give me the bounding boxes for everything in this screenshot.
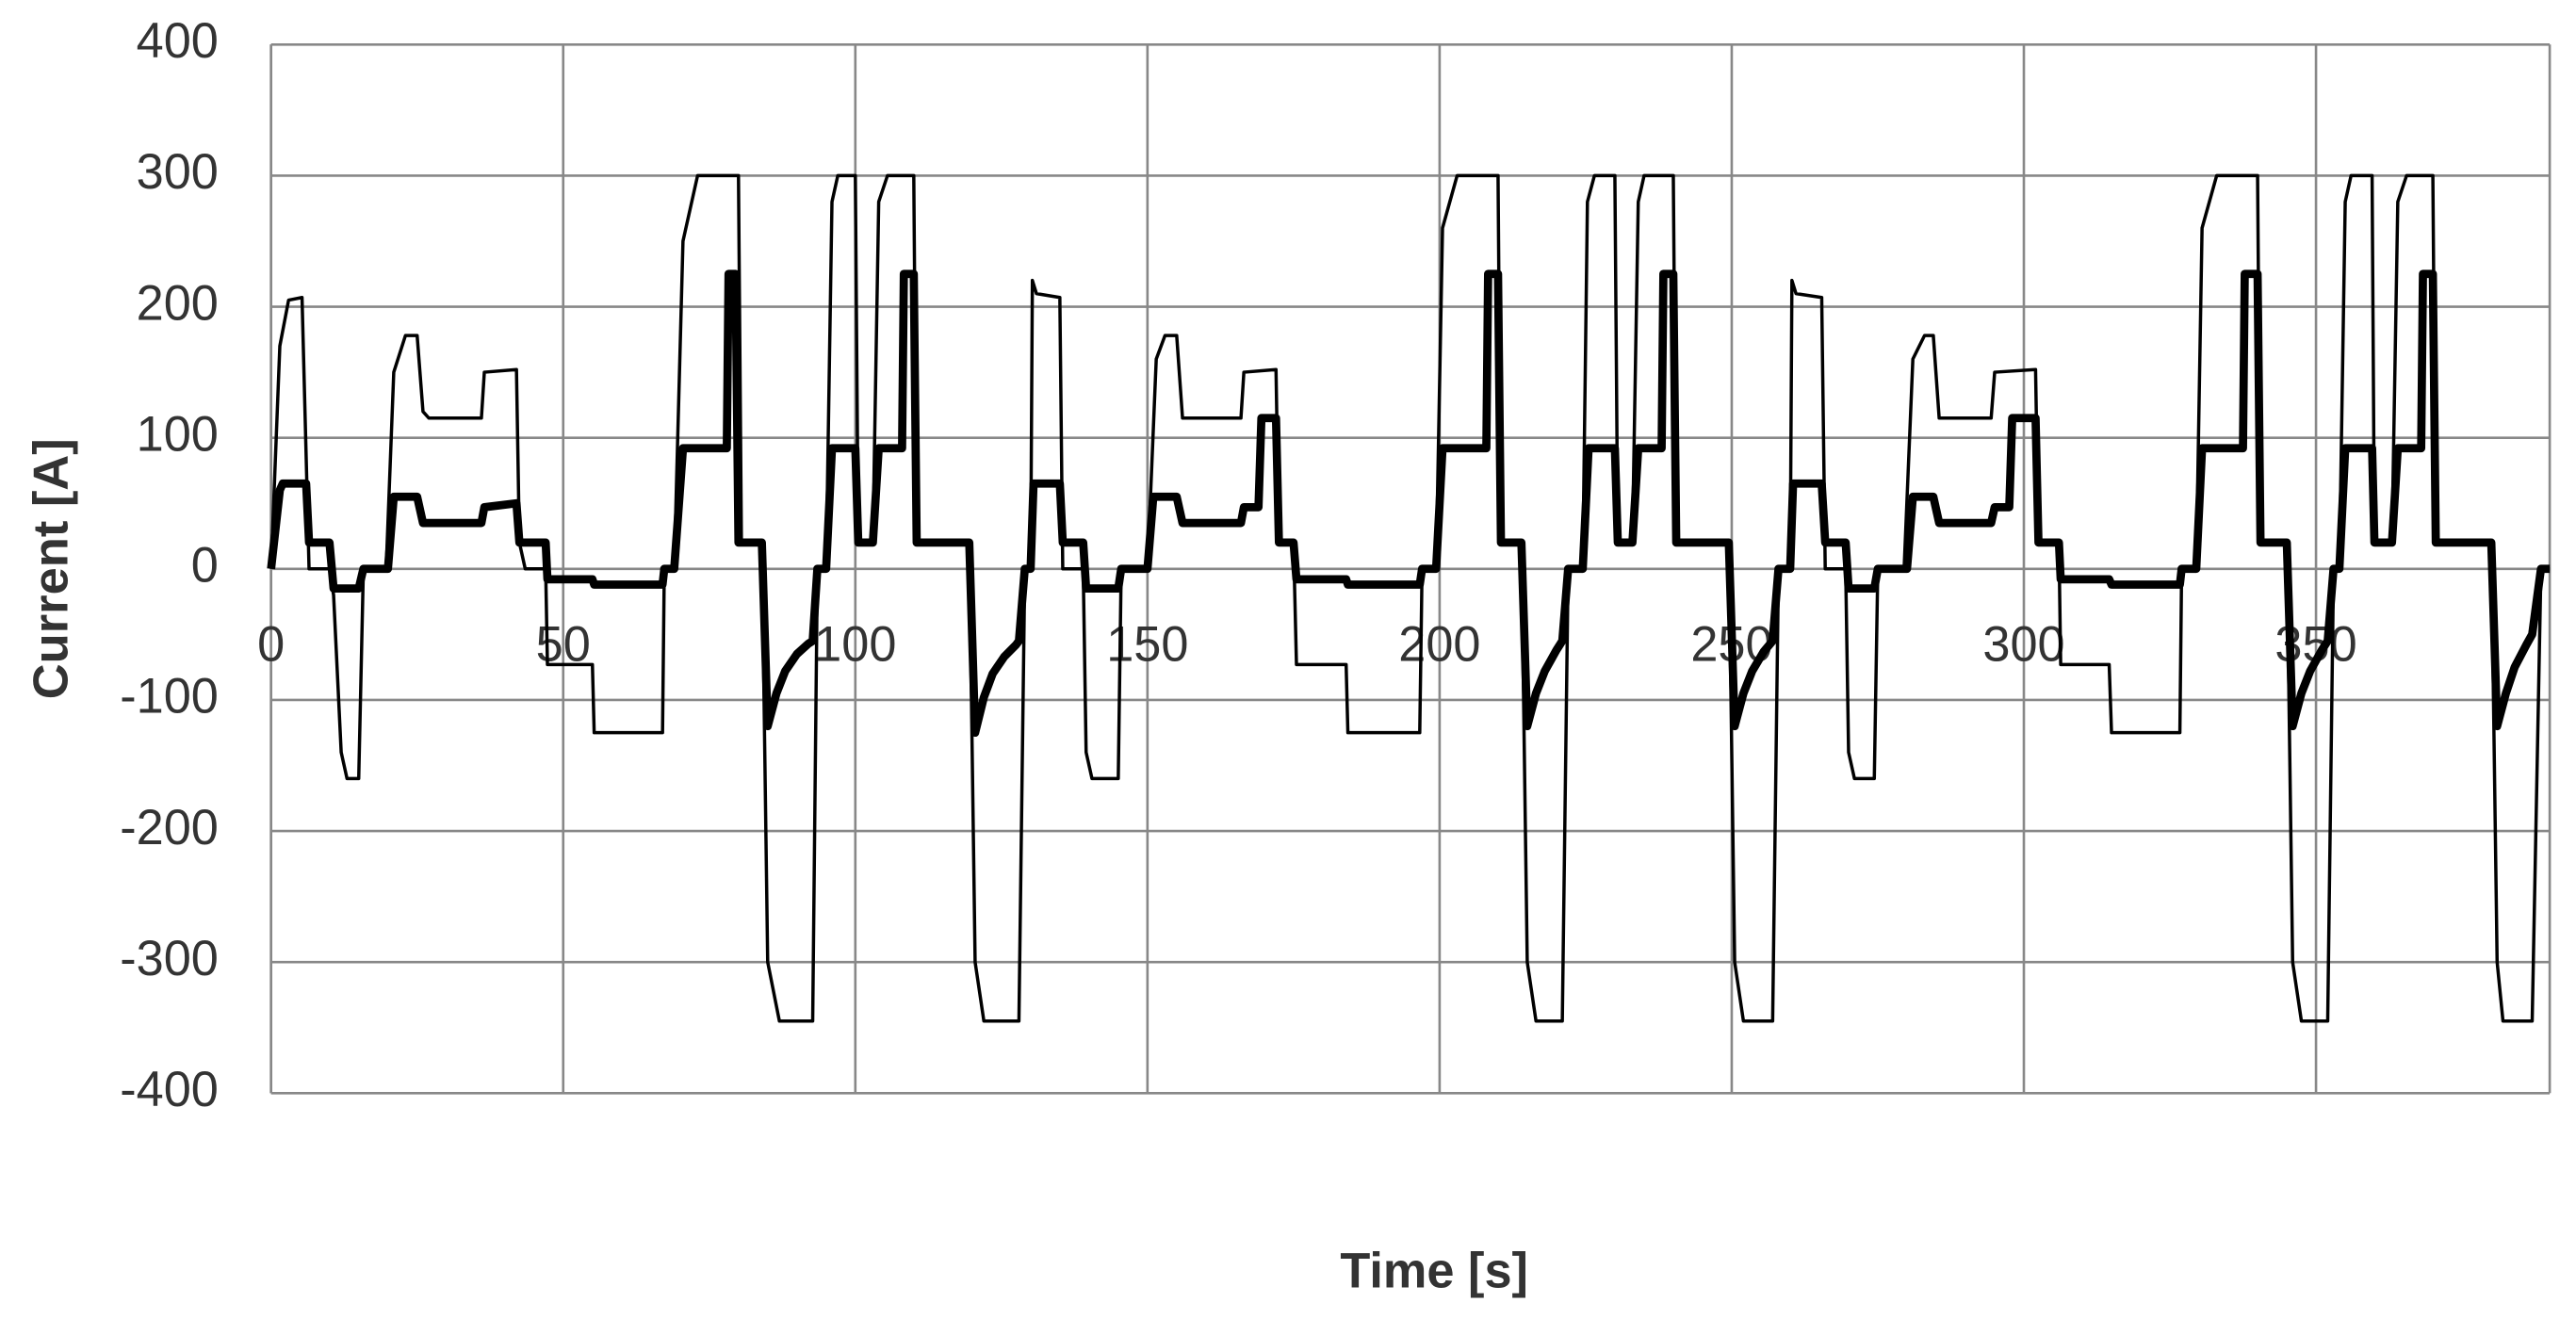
y-tick-label: -100 <box>120 670 219 725</box>
y-tick-label: 0 <box>191 539 219 594</box>
x-tick-label: 0 <box>257 618 285 673</box>
x-axis-title: Time [s] <box>1340 1245 1528 1299</box>
y-tick-label: 100 <box>137 407 219 462</box>
y-tick-label: -400 <box>120 1063 219 1117</box>
y-tick-label: -300 <box>120 932 219 986</box>
y-axis-title: Current [A] <box>24 438 78 699</box>
series-line <box>267 269 2551 738</box>
y-tick-label: 300 <box>137 145 219 200</box>
x-tick-label: 100 <box>814 618 896 673</box>
y-tick-label: -200 <box>120 801 219 855</box>
x-tick-label: 200 <box>1398 618 1480 673</box>
y-tick-label: 400 <box>137 14 219 69</box>
y-tick-label: 200 <box>137 276 219 331</box>
x-tick-label: 300 <box>1982 618 2064 673</box>
series-line <box>269 173 2551 1023</box>
